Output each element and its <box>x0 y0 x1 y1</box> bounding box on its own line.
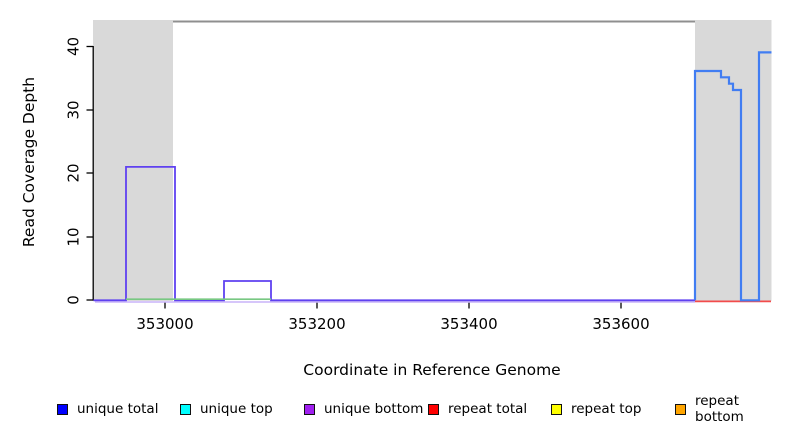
unique-total-step-line <box>693 51 772 302</box>
y-axis-title: Read Coverage Depth <box>20 76 38 248</box>
legend-swatch-repeat-total <box>428 403 439 415</box>
legend-swatch-unique-bottom <box>304 403 315 415</box>
legend-label: unique total <box>77 401 159 417</box>
legend-item: repeat total <box>428 401 527 417</box>
legend-label: unique top <box>200 401 273 417</box>
legend: unique total unique top unique bottom repea… <box>0 393 792 425</box>
x-tick-label: 353200 <box>288 315 345 333</box>
x-axis-title: Coordinate in Reference Genome <box>303 361 561 379</box>
y-tick-label: 40 <box>64 37 82 56</box>
y-tick-label: 0 <box>64 295 82 305</box>
legend-item: unique bottom <box>304 401 423 417</box>
y-tick-label: 20 <box>64 163 82 182</box>
legend-label: repeat top <box>571 401 642 417</box>
legend-item: unique total <box>57 401 158 417</box>
x-tick-label: 353000 <box>136 315 193 333</box>
repeat-region-rect <box>93 20 173 301</box>
legend-label: unique bottom <box>324 401 424 417</box>
unique-bottom-step-line <box>93 165 695 302</box>
legend-label: repeat total <box>448 401 528 417</box>
x-tick-label: 353400 <box>440 315 497 333</box>
legend-item: unique top <box>180 401 273 417</box>
y-tick-label: 30 <box>64 100 82 119</box>
legend-swatch-repeat-top <box>551 403 562 415</box>
legend-swatch-unique-top <box>180 403 191 415</box>
legend-item: repeat top <box>551 401 641 417</box>
legend-swatch-unique-total <box>57 403 68 415</box>
x-tick-label: 353600 <box>592 315 649 333</box>
y-tick-label: 10 <box>64 227 82 246</box>
legend-label: repeat bottom <box>695 393 744 425</box>
legend-item: repeat bottom <box>675 393 792 425</box>
legend-swatch-repeat-bottom <box>675 403 686 415</box>
